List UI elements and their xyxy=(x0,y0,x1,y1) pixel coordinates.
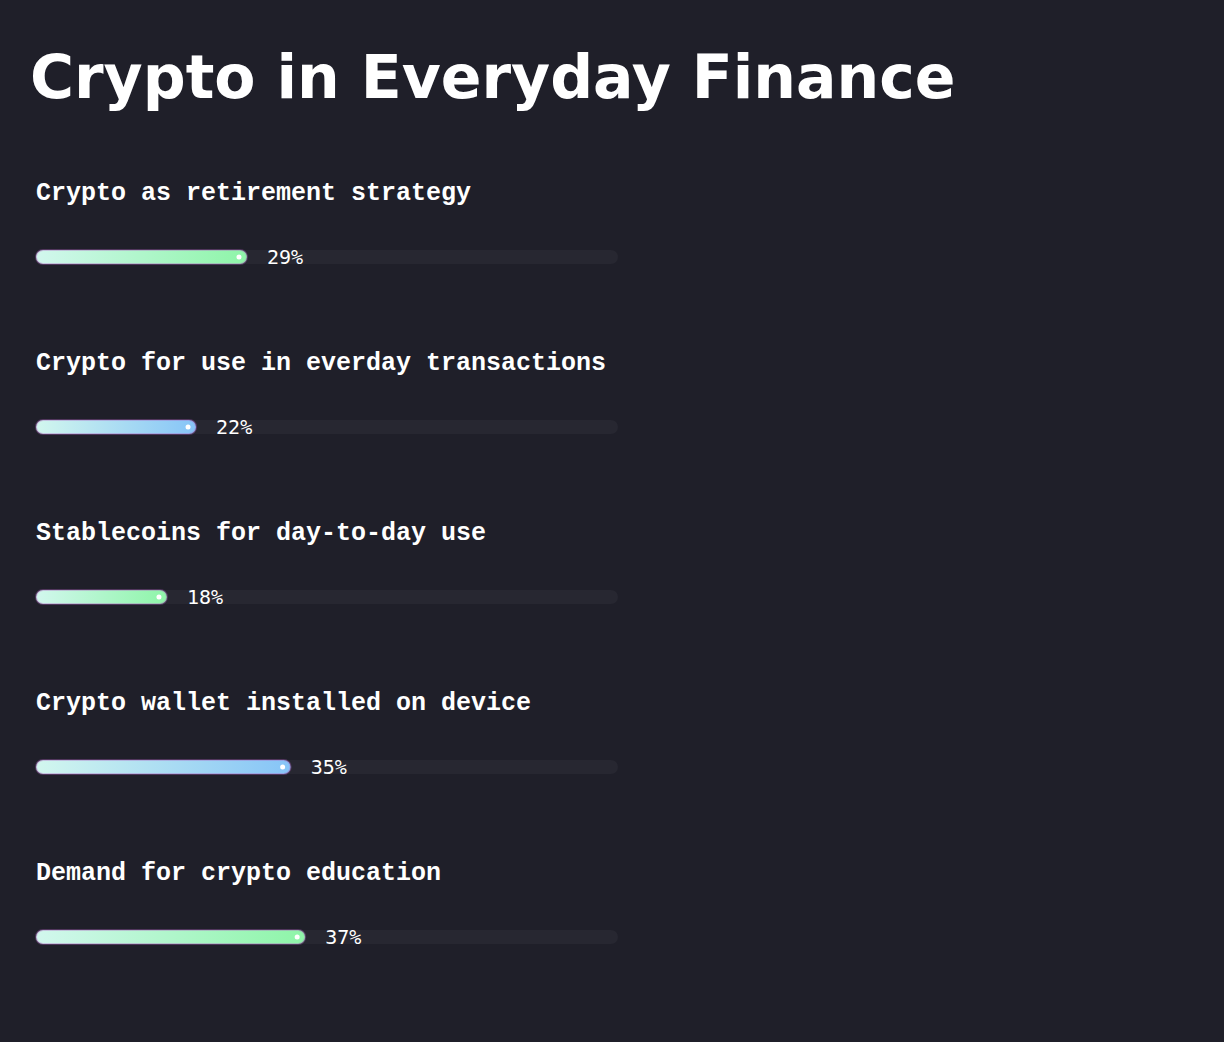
tracks xyxy=(36,250,618,944)
track xyxy=(36,250,618,264)
category-label: Crypto as retirement strategy xyxy=(36,179,471,208)
category-label: Stablecoins for day-to-day use xyxy=(36,519,486,548)
bar-dot xyxy=(236,255,241,260)
data-label: 18% xyxy=(187,585,223,609)
bar-dot xyxy=(186,425,191,430)
title: Crypto in Everyday Finance xyxy=(30,42,955,112)
data-label: 37% xyxy=(325,925,361,949)
bar xyxy=(36,760,291,774)
bar xyxy=(36,930,305,944)
bar xyxy=(36,250,247,264)
track xyxy=(36,420,618,434)
bar xyxy=(36,590,167,604)
labels: Crypto as retirement strategy 29% Crypto f… xyxy=(36,179,606,949)
bar-dot xyxy=(295,935,300,940)
data-label: 35% xyxy=(311,755,347,779)
category-label: Crypto wallet installed on device xyxy=(36,689,531,718)
data-label: 22% xyxy=(216,415,252,439)
category-label: Demand for crypto education xyxy=(36,859,441,888)
data-label: 29% xyxy=(267,245,303,269)
bar-dot xyxy=(280,765,285,770)
background xyxy=(0,0,1224,1042)
bar-dot xyxy=(156,595,161,600)
chart-root: Crypto in Everyday Finance Crypto as reti… xyxy=(0,0,1224,1042)
bar xyxy=(36,420,196,434)
track xyxy=(36,590,618,604)
category-label: Crypto for use in everday transactions xyxy=(36,349,606,378)
chart: Crypto in Everyday Finance Crypto as reti… xyxy=(0,0,1224,1042)
